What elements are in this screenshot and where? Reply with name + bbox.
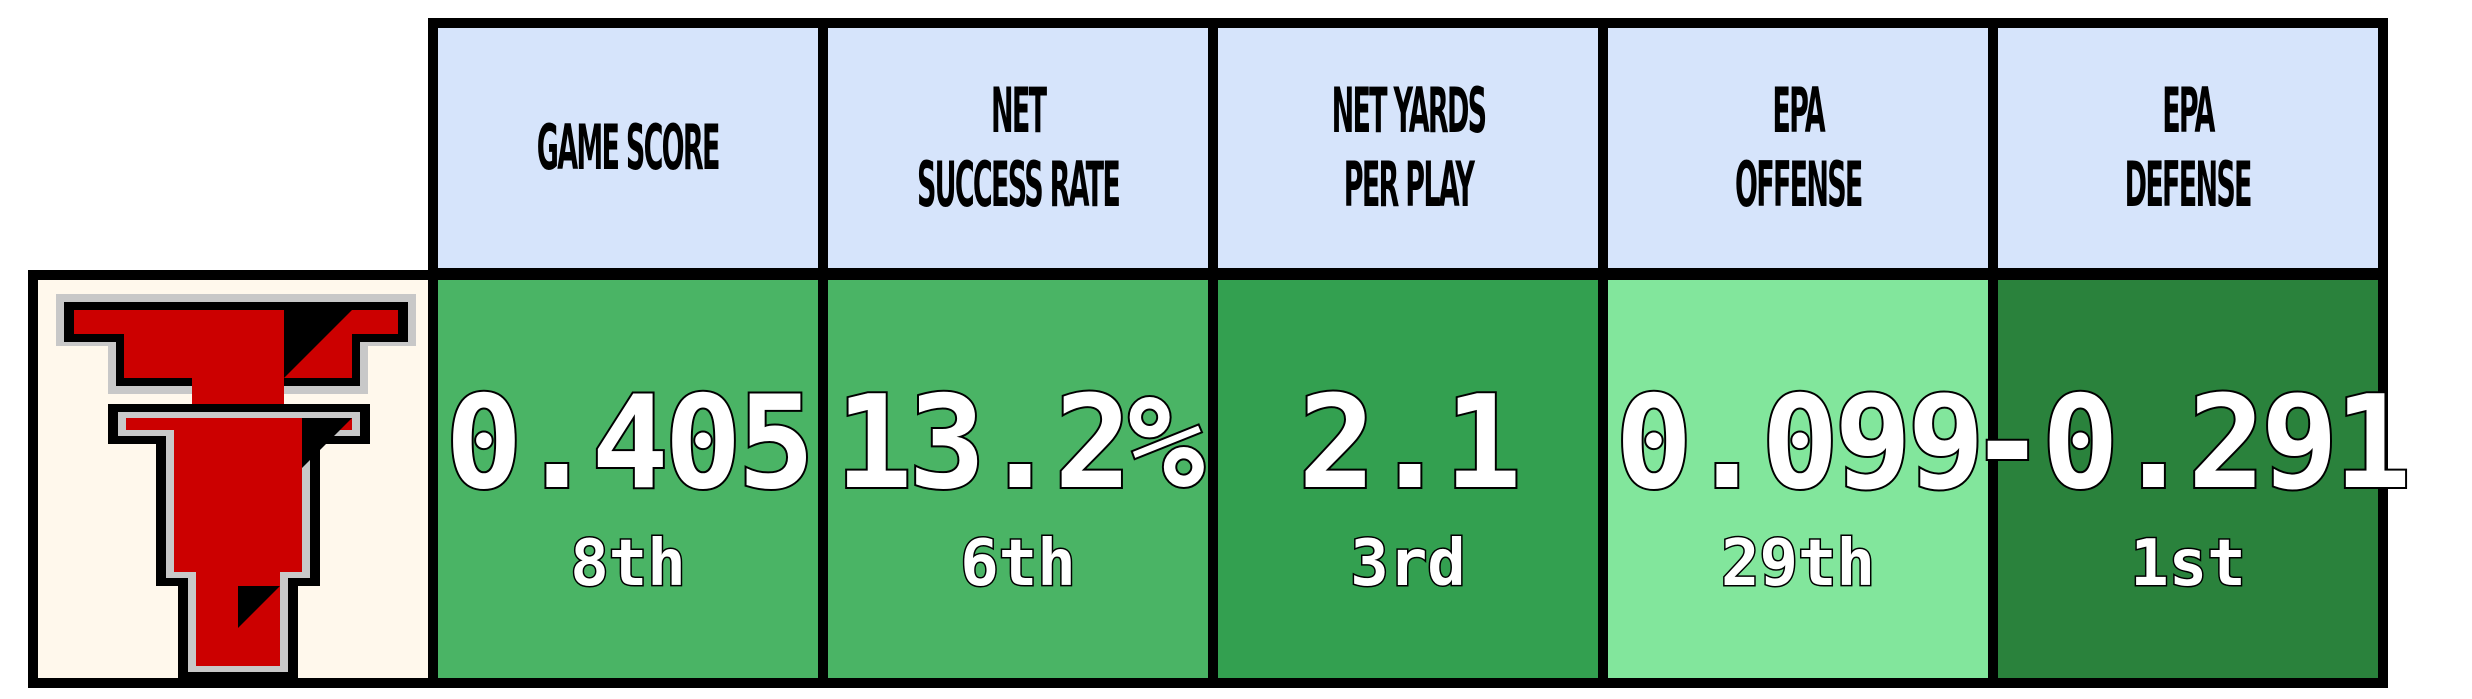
value-cell-epa-offense: 0.099 29th xyxy=(1598,270,1998,688)
team-logo-cell xyxy=(28,270,438,688)
header-epa-offense: EPA OFFENSE xyxy=(1598,18,1998,278)
header-net-yards-per-play-label: NET YARDS PER PLAY xyxy=(1331,73,1486,221)
epa-defense-value: -0.291 xyxy=(1967,369,2413,518)
header-epa-defense-label: EPA DEFENSE xyxy=(2124,73,2253,221)
value-cell-net-yards-per-play: 2.1 3rd xyxy=(1208,270,1608,688)
value-cell-epa-defense: -0.291 1st xyxy=(1967,270,2413,688)
game-score-value: 0.405 xyxy=(443,369,816,518)
header-epa-defense: EPA DEFENSE xyxy=(1988,18,2388,278)
value-cell-net-success-rate: 13.2% 6th xyxy=(818,270,1218,688)
epa-defense-rank: 1st xyxy=(2129,527,2248,601)
header-game-score-label: GAME SCORE xyxy=(537,110,721,184)
epa-offense-rank: 29th xyxy=(1719,527,1876,601)
values-row: 0.405 8th 13.2% 6th 2.1 3rd 0.099 29th -… xyxy=(28,270,2413,688)
texas-tech-logo-icon xyxy=(56,294,416,682)
value-cell-game-score: 0.405 8th xyxy=(428,270,828,688)
header-net-success-rate: NET SUCCESS RATE xyxy=(818,18,1218,278)
header-row: GAME SCORE NET SUCCESS RATE NET YARDS PER … xyxy=(428,18,2388,278)
net-yards-per-play-value: 2.1 xyxy=(1296,369,1523,518)
epa-offense-value: 0.099 xyxy=(1613,369,1986,518)
header-net-yards-per-play: NET YARDS PER PLAY xyxy=(1208,18,1608,278)
net-yards-per-play-rank: 3rd xyxy=(1349,527,1468,601)
game-score-rank: 8th xyxy=(569,527,688,601)
header-epa-offense-label: EPA OFFENSE xyxy=(1734,73,1863,221)
net-success-rate-rank: 6th xyxy=(959,527,1078,601)
header-net-success-rate-label: NET SUCCESS RATE xyxy=(916,73,1121,221)
net-success-rate-value: 13.2% xyxy=(833,369,1206,518)
header-game-score: GAME SCORE xyxy=(428,18,828,278)
